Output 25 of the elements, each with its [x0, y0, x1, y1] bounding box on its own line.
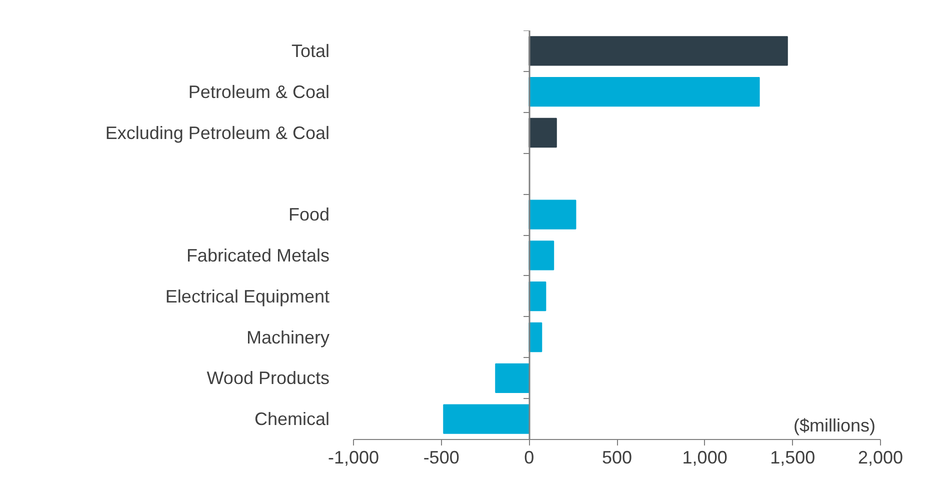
bar: [528, 77, 760, 107]
x-tick-label: -500: [423, 448, 460, 468]
bar: [495, 363, 530, 393]
y-tick-label: Total: [291, 40, 330, 61]
x-tick-label: -1,000: [328, 448, 380, 468]
y-tick-label: Fabricated Metals: [186, 245, 330, 266]
y-tick-label: Machinery: [246, 327, 330, 348]
y-tick-label: Chemical: [254, 409, 330, 430]
bar: [528, 118, 557, 148]
y-tick-label: Petroleum & Coal: [188, 82, 330, 102]
x-tick-label: 0: [524, 448, 534, 468]
bar: [528, 36, 788, 66]
x-tick-label: 2,000: [858, 448, 904, 468]
y-tick-label: Electrical Equipment: [165, 286, 330, 306]
x-tick-label: 1,500: [770, 448, 816, 468]
bar: [528, 200, 576, 230]
bar: [528, 282, 546, 312]
y-tick-label: Food: [288, 204, 330, 225]
bar: [443, 404, 530, 434]
y-tick-label: Wood Products: [206, 368, 330, 388]
x-tick-label: 500: [602, 448, 632, 468]
bar: [528, 240, 554, 270]
y-tick-label: Excluding Petroleum & Coal: [105, 122, 330, 143]
x-tick-label: 1,000: [682, 448, 728, 468]
annotation: ($millions): [793, 416, 876, 436]
